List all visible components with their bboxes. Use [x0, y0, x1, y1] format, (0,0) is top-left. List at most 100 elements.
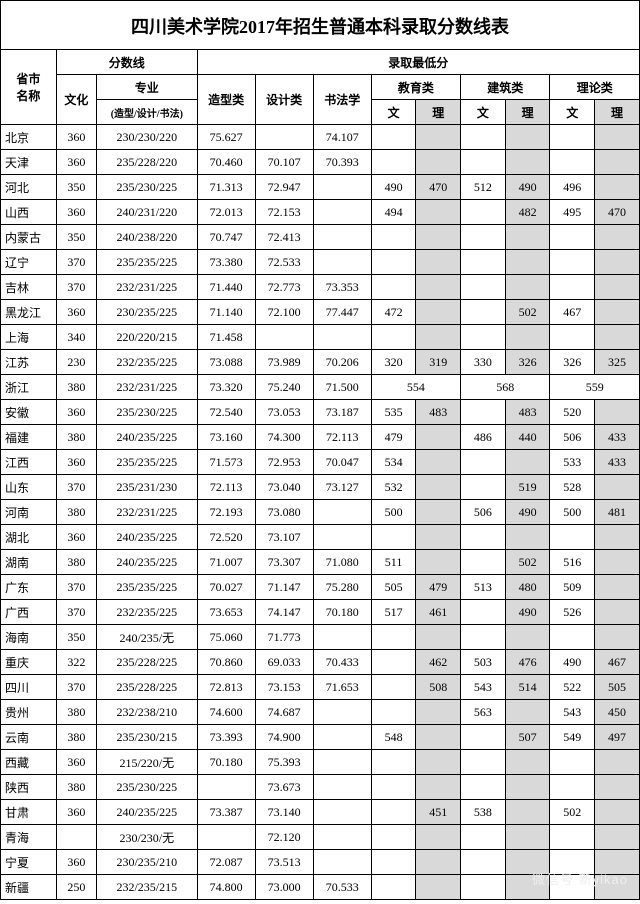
cell-modeling: 74.600	[197, 700, 255, 725]
cell-calligraphy	[313, 800, 371, 825]
cell-arch-li	[505, 450, 550, 475]
cell-major: 232/231/225	[97, 375, 198, 400]
cell-theo-li	[595, 250, 640, 275]
cell-modeling: 71.140	[197, 300, 255, 325]
table-row: 新疆 250 232/235/215 74.800 73.000 70.533	[1, 875, 640, 900]
cell-major: 235/235/225	[97, 250, 198, 275]
cell-arch-wen: 538	[461, 800, 506, 825]
cell-arch-li: 490	[505, 600, 550, 625]
cell-arch-wen: 543	[461, 675, 506, 700]
cell-theo-wen: 533	[550, 450, 595, 475]
cell-province: 四川	[1, 675, 57, 700]
cell-arch-li	[505, 850, 550, 875]
cell-edu-li	[416, 250, 461, 275]
cell-arch-li: 480	[505, 575, 550, 600]
cell-culture: 360	[56, 850, 96, 875]
cell-theo-li	[595, 300, 640, 325]
cell-edu-wen	[371, 650, 416, 675]
cell-edu-li	[416, 300, 461, 325]
cell-calligraphy	[313, 250, 371, 275]
cell-theo-li	[595, 825, 640, 850]
table-row: 内蒙古 350 240/238/220 70.747 72.413	[1, 225, 640, 250]
cell-province: 黑龙江	[1, 300, 57, 325]
cell-province: 福建	[1, 425, 57, 450]
cell-design: 73.140	[255, 800, 313, 825]
cell-major: 240/235/无	[97, 625, 198, 650]
cell-province: 山东	[1, 475, 57, 500]
cell-calligraphy	[313, 825, 371, 850]
cell-edu-li: 461	[416, 600, 461, 625]
cell-theo-wen	[550, 250, 595, 275]
cell-arch-wen	[461, 300, 506, 325]
cell-modeling: 72.087	[197, 850, 255, 875]
cell-major: 240/235/225	[97, 550, 198, 575]
cell-culture: 370	[56, 600, 96, 625]
cell-arch-wen: 330	[461, 350, 506, 375]
cell-province: 河南	[1, 500, 57, 525]
cell-arch-wen	[461, 275, 506, 300]
cell-arch-li: 502	[505, 550, 550, 575]
table-row: 湖北 360 240/235/225 72.520 73.107	[1, 525, 640, 550]
cell-edu-li: 483	[416, 400, 461, 425]
cell-design: 72.947	[255, 175, 313, 200]
cell-arch-wen	[461, 325, 506, 350]
cell-edu-wen: 505	[371, 575, 416, 600]
cell-culture: 360	[56, 150, 96, 175]
cell-culture: 370	[56, 275, 96, 300]
cell-culture: 360	[56, 525, 96, 550]
hdr-calligraphy: 书法学	[313, 75, 371, 125]
hdr-culture: 文化	[56, 75, 96, 125]
cell-edu-wen	[371, 275, 416, 300]
cell-arch-wen	[461, 600, 506, 625]
cell-modeling: 73.088	[197, 350, 255, 375]
cell-theo-li: 433	[595, 425, 640, 450]
cell-arch-wen	[461, 150, 506, 175]
cell-edu-li	[416, 725, 461, 750]
cell-major: 235/230/215	[97, 725, 198, 750]
cell-arch-li: 502	[505, 300, 550, 325]
cell-arch-li	[505, 875, 550, 900]
cell-modeling: 75.627	[197, 125, 255, 150]
hdr-design: 设计类	[255, 75, 313, 125]
cell-design: 74.687	[255, 700, 313, 725]
cell-province: 重庆	[1, 650, 57, 675]
cell-calligraphy	[313, 525, 371, 550]
table-row: 陕西 380 235/230/225 73.673	[1, 775, 640, 800]
cell-culture: 360	[56, 800, 96, 825]
cell-edu-li: 451	[416, 800, 461, 825]
cell-edu-wen: 494	[371, 200, 416, 225]
cell-calligraphy	[313, 725, 371, 750]
cell-theo-wen	[550, 275, 595, 300]
cell-arch-wen: 503	[461, 650, 506, 675]
cell-arch-li	[505, 125, 550, 150]
cell-province: 青海	[1, 825, 57, 850]
cell-province: 广西	[1, 600, 57, 625]
cell-calligraphy: 71.080	[313, 550, 371, 575]
cell-theo-li	[595, 225, 640, 250]
cell-calligraphy	[313, 850, 371, 875]
cell-culture: 340	[56, 325, 96, 350]
cell-major: 230/235/210	[97, 850, 198, 875]
page-title: 四川美术学院2017年招生普通本科录取分数线表	[0, 0, 640, 49]
cell-theo-li: 325	[595, 350, 640, 375]
cell-calligraphy: 73.187	[313, 400, 371, 425]
cell-arch-wen: 513	[461, 575, 506, 600]
cell-modeling: 74.800	[197, 875, 255, 900]
cell-edu-li	[416, 500, 461, 525]
cell-design: 73.000	[255, 875, 313, 900]
cell-design: 72.100	[255, 300, 313, 325]
cell-theo-wen: 500	[550, 500, 595, 525]
cell-theo-li: 470	[595, 200, 640, 225]
cell-province: 内蒙古	[1, 225, 57, 250]
cell-arch-li: 476	[505, 650, 550, 675]
cell-arch-li	[505, 700, 550, 725]
cell-arch-li	[505, 325, 550, 350]
cell-arch-li	[505, 225, 550, 250]
cell-edu-li	[416, 875, 461, 900]
cell-theo-wen: 506	[550, 425, 595, 450]
cell-calligraphy	[313, 200, 371, 225]
cell-theo-wen	[550, 325, 595, 350]
cell-province: 湖北	[1, 525, 57, 550]
table-row: 吉林 370 232/231/225 71.440 72.773 73.353	[1, 275, 640, 300]
cell-province: 陕西	[1, 775, 57, 800]
